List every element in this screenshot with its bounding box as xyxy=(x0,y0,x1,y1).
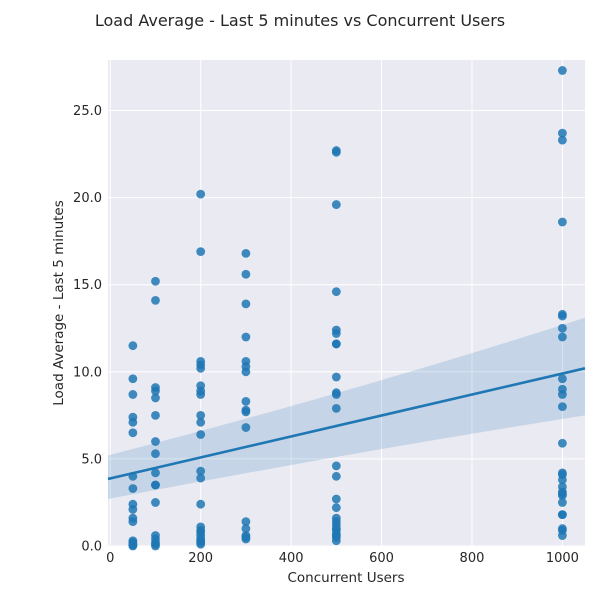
data-point xyxy=(241,407,251,417)
data-point xyxy=(331,200,341,209)
data-point xyxy=(241,367,251,377)
data-point xyxy=(151,437,160,446)
data-point xyxy=(557,531,567,540)
data-point xyxy=(557,374,567,384)
data-point xyxy=(196,539,206,549)
data-point xyxy=(331,494,341,504)
confidence-band xyxy=(108,317,585,499)
x-axis-ticks: 0 200 400 600 800 1000 xyxy=(106,551,579,566)
y-tick-label: 15.0 xyxy=(73,278,102,293)
data-point xyxy=(128,390,138,399)
data-points xyxy=(128,66,567,551)
data-point xyxy=(196,189,206,199)
data-point xyxy=(241,248,251,258)
data-point xyxy=(331,339,341,349)
data-point xyxy=(151,449,160,459)
data-point xyxy=(128,428,138,438)
data-point xyxy=(196,247,206,257)
data-point xyxy=(557,66,567,75)
data-point xyxy=(151,410,160,420)
data-point xyxy=(331,471,341,481)
data-point xyxy=(151,276,160,286)
data-point xyxy=(196,363,206,373)
data-point xyxy=(241,423,251,432)
data-point xyxy=(151,480,160,490)
y-axis-ticks: 0.0 5.0 10.0 15.0 20.0 25.0 xyxy=(73,104,102,554)
chart-title: Load Average - Last 5 minutes vs Concurr… xyxy=(95,11,505,30)
y-tick-label: 0.0 xyxy=(81,540,102,555)
data-point xyxy=(151,468,160,478)
data-point xyxy=(331,461,341,471)
data-point xyxy=(151,386,160,396)
data-point xyxy=(331,503,341,513)
y-tick-label: 5.0 xyxy=(81,452,102,467)
data-point xyxy=(128,417,138,427)
data-point xyxy=(557,323,567,333)
data-point xyxy=(331,390,341,399)
plot-area xyxy=(108,60,585,546)
data-point xyxy=(128,484,138,493)
data-point xyxy=(331,403,341,413)
data-point xyxy=(196,473,206,483)
data-point xyxy=(151,541,160,551)
data-point xyxy=(196,390,206,399)
data-point xyxy=(331,372,341,382)
x-tick-label: 0 xyxy=(106,551,114,566)
x-tick-label: 1000 xyxy=(546,551,579,566)
data-point xyxy=(128,341,138,351)
data-point xyxy=(241,332,251,342)
data-point xyxy=(241,517,251,527)
data-point xyxy=(196,417,206,427)
data-point xyxy=(151,498,160,507)
data-point xyxy=(557,311,567,321)
data-point xyxy=(331,329,341,338)
data-point xyxy=(128,541,138,551)
data-point xyxy=(557,498,567,507)
data-point xyxy=(241,524,251,533)
data-point xyxy=(196,466,206,476)
x-tick-label: 200 xyxy=(188,551,213,566)
data-point xyxy=(241,534,251,544)
data-point xyxy=(196,499,206,509)
data-point xyxy=(557,402,567,412)
data-point xyxy=(241,397,251,406)
data-point xyxy=(151,295,160,305)
data-point xyxy=(331,147,341,157)
data-point xyxy=(557,475,567,485)
data-point xyxy=(557,128,567,138)
y-axis-label: Load Average - Last 5 minutes xyxy=(51,200,67,406)
data-point xyxy=(557,135,567,145)
data-point xyxy=(331,536,341,546)
confidence-band-area xyxy=(108,317,585,499)
x-tick-label: 600 xyxy=(369,551,394,566)
regression-line-group xyxy=(107,367,586,481)
data-point xyxy=(557,390,567,399)
data-point xyxy=(196,430,206,439)
x-tick-label: 800 xyxy=(460,551,485,566)
data-point xyxy=(151,393,160,403)
regression-line xyxy=(107,367,586,481)
x-axis-label: Concurrent Users xyxy=(287,570,404,586)
data-point xyxy=(557,510,567,520)
data-point xyxy=(241,299,251,309)
data-point xyxy=(557,217,567,227)
x-tick-label: 400 xyxy=(279,551,304,566)
y-tick-label: 10.0 xyxy=(73,365,102,380)
data-point xyxy=(241,269,251,279)
data-point xyxy=(557,491,567,500)
data-point xyxy=(557,438,567,448)
data-point xyxy=(128,517,138,527)
y-tick-label: 25.0 xyxy=(73,104,102,119)
data-point xyxy=(196,410,206,420)
data-point xyxy=(128,374,138,384)
y-tick-label: 20.0 xyxy=(73,191,102,206)
data-point xyxy=(557,332,567,342)
data-point xyxy=(331,287,341,297)
data-point xyxy=(128,505,138,514)
